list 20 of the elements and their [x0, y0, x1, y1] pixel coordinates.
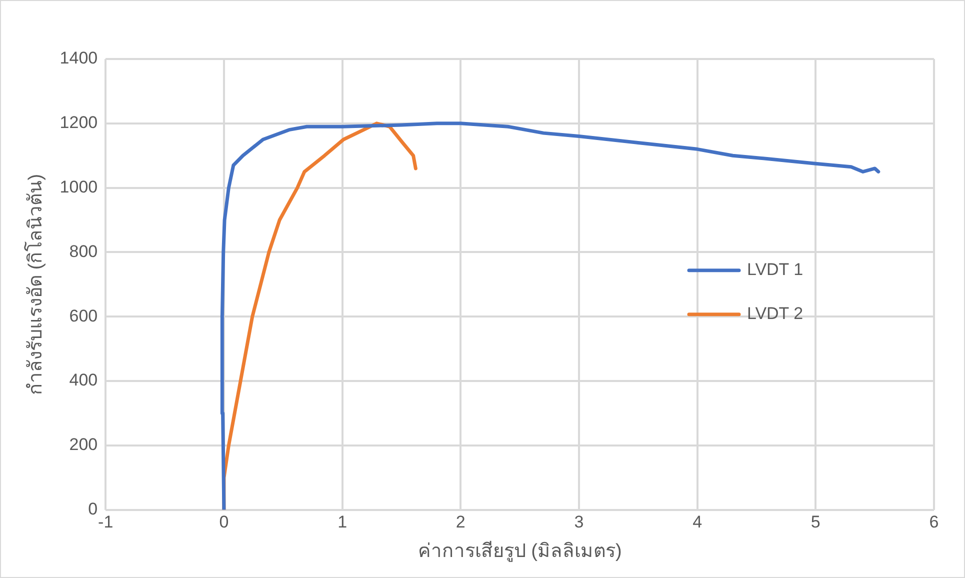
y-tick-label: 400: [69, 370, 98, 390]
y-tick-label: 0: [88, 499, 98, 518]
x-tick-label: -1: [98, 512, 114, 532]
x-tick-label: 2: [456, 512, 466, 532]
y-tick-label: 600: [69, 306, 98, 326]
y-tick-label: 200: [69, 435, 98, 454]
x-tick-label: 3: [574, 512, 584, 532]
x-axis-title: ค่าการเสียรูป (มิลลิเมตร): [418, 540, 622, 562]
x-tick-label: 5: [810, 512, 820, 532]
y-axis-title: กำลังรับแรงอัด (กิโลนิวตัน): [24, 174, 47, 395]
legend-label: LVDT 2: [747, 304, 804, 324]
x-tick-label: 0: [219, 512, 229, 532]
x-tick-label: 6: [929, 512, 939, 532]
y-tick-label: 1200: [60, 113, 98, 132]
y-tick-label: 800: [69, 242, 98, 261]
y-tick-label: 1000: [60, 177, 98, 196]
y-tick-label: 1400: [60, 48, 98, 68]
legend-label: LVDT 1: [747, 260, 804, 280]
x-tick-label: 4: [692, 512, 702, 532]
x-tick-label: 1: [338, 512, 348, 532]
